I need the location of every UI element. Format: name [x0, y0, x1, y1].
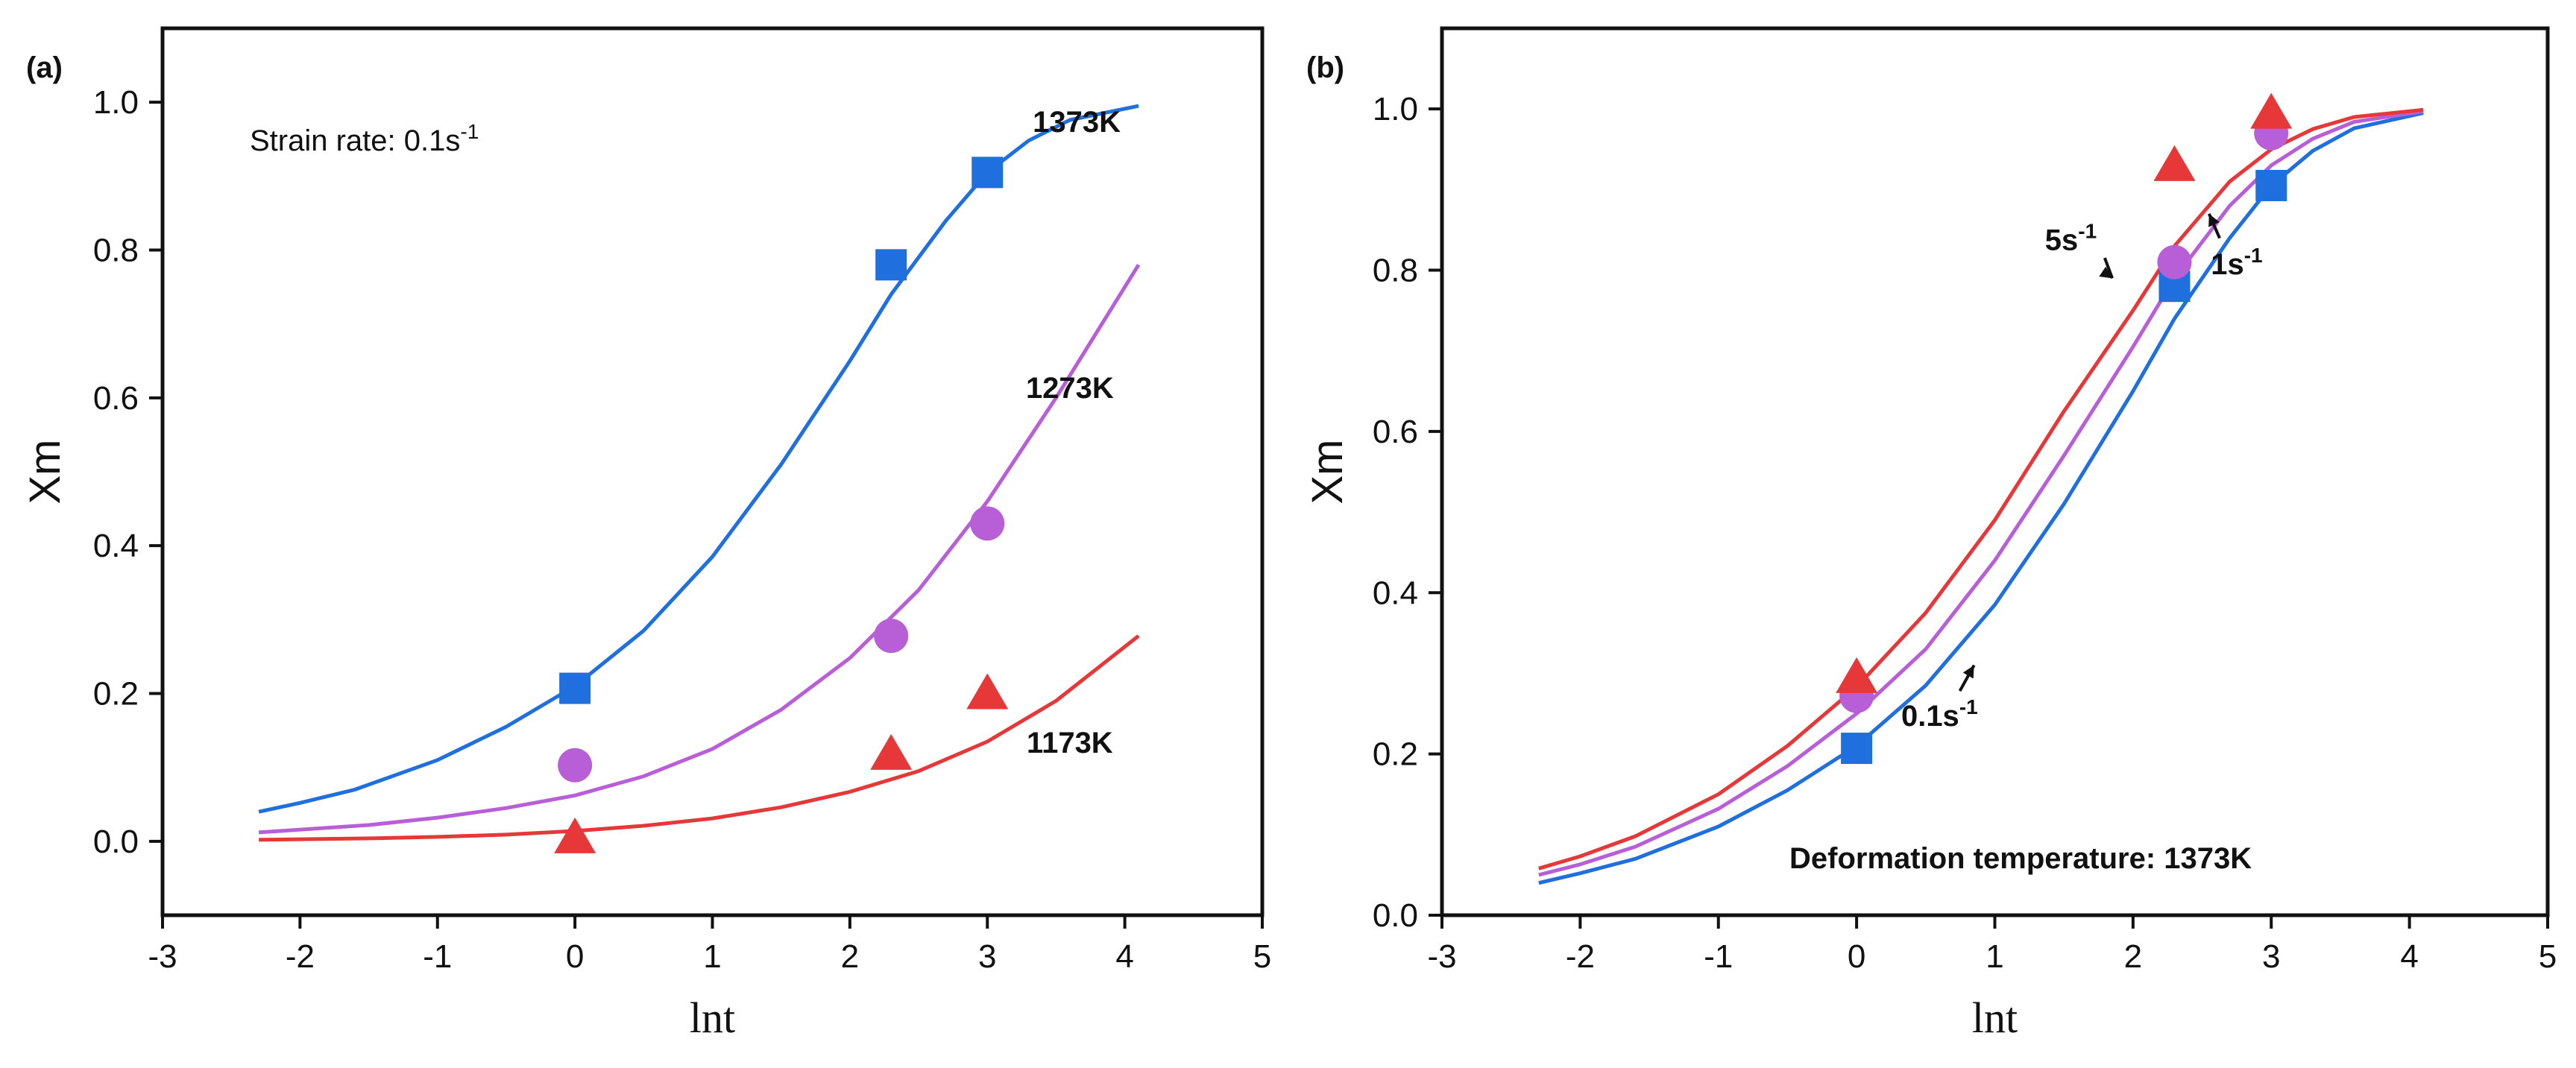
data-point-1s1 [2157, 244, 2192, 279]
x-tick-label: 1 [1985, 938, 2003, 975]
data-point-5s1 [1836, 657, 1878, 693]
y-axis-title: Xm [1303, 440, 1352, 505]
chart-annotation: Strain rate: 0.1s-1 [250, 120, 479, 157]
series-line-1s1 [1538, 109, 2424, 877]
plot-frame [1440, 26, 2550, 917]
x-tick-label: 2 [2124, 938, 2142, 975]
series-label: 1173K [1027, 727, 1113, 759]
y-tick-label: 0.6 [93, 380, 139, 417]
series-line-5s1 [1538, 107, 2424, 870]
y-tick-label: 0.2 [93, 676, 139, 712]
series-line-1273K [258, 263, 1141, 835]
x-tick-label: 4 [1115, 938, 1133, 975]
x-tick-label: -1 [1704, 938, 1733, 975]
panel-letter: (b) [1306, 51, 1344, 84]
panel-b: -3 -2 -1 0 1 2 3 4 5 0.0 0.2 0.4 0.6 0.8 1.0 Xm lnt (b) De… [1303, 26, 2557, 1042]
x-tick-label: 3 [2262, 938, 2280, 975]
series-line-1173K [259, 634, 1140, 842]
x-tick-label: -3 [148, 938, 177, 975]
arrow-head-icon [2099, 266, 2113, 279]
arrow-head-icon [1962, 665, 1974, 679]
y-axis-title: Xm [21, 440, 69, 505]
x-tick-label: 5 [2539, 938, 2557, 975]
y-tick-label: 1.0 [93, 84, 139, 121]
series-label: 1373K [1033, 106, 1121, 139]
x-tick-label: 1 [703, 938, 721, 975]
data-point-5s1 [2250, 92, 2293, 129]
panel-letter: (a) [26, 51, 63, 84]
data-point-1373K [875, 249, 907, 281]
series-line-1373K [258, 104, 1139, 814]
y-tick-label: 0.8 [1373, 253, 1418, 289]
data-point-01s1 [1841, 733, 1873, 765]
x-tick-label: 3 [978, 938, 996, 975]
panel-a: -3 -2 -1 0 1 2 3 4 5 0.0 0.2 0.4 0.6 0.8 1.0 Xm lnt (a) St… [21, 26, 1271, 1042]
series-label: 5s-1 [2045, 220, 2097, 257]
series-label: 0.1s-1 [1901, 695, 1978, 733]
y-tick-label: 0.0 [1373, 897, 1418, 934]
y-tick-label: 0.6 [1373, 414, 1418, 450]
data-point-1173K [966, 673, 1009, 710]
series-line-01s1 [1538, 111, 2424, 885]
arrow-head-icon [2208, 213, 2220, 227]
data-point-1173K [554, 817, 596, 853]
data-point-1373K [971, 157, 1004, 189]
y-tick-label: 0.2 [1373, 736, 1418, 773]
data-point-5s1 [2153, 145, 2196, 181]
data-point-1273K [558, 748, 593, 783]
data-point-1173K [870, 733, 913, 770]
x-tick-label: -2 [1566, 938, 1595, 975]
x-tick-label: -2 [286, 938, 315, 975]
x-tick-label: -1 [423, 938, 452, 975]
data-point-01s1 [2255, 169, 2287, 201]
label-arrow [2103, 257, 2114, 279]
y-tick-label: 1.0 [1373, 91, 1418, 127]
y-tick-label: 0.8 [93, 233, 139, 269]
chart-annotation: Deformation temperature: 1373K [1789, 842, 2252, 875]
plot-frame [160, 26, 1265, 917]
y-tick-label: 0.4 [93, 528, 139, 564]
y-tick-label: 0.4 [1373, 575, 1418, 611]
y-tick-label: 0.0 [93, 824, 139, 860]
series-label: 1s-1 [2211, 244, 2262, 281]
x-tick-label: 5 [1253, 938, 1271, 975]
x-axis-title: lnt [690, 993, 735, 1042]
x-tick-label: 0 [566, 938, 584, 975]
x-axis-title: lnt [1972, 993, 2018, 1042]
x-tick-label: -3 [1427, 938, 1456, 975]
x-tick-label: 4 [2400, 938, 2418, 975]
data-point-1273K [874, 619, 909, 654]
x-tick-label: 0 [1848, 938, 1865, 975]
x-tick-label: 2 [841, 938, 859, 975]
data-point-1373K [559, 672, 591, 704]
series-label: 1273K [1026, 372, 1114, 405]
data-point-1273K [970, 506, 1005, 541]
